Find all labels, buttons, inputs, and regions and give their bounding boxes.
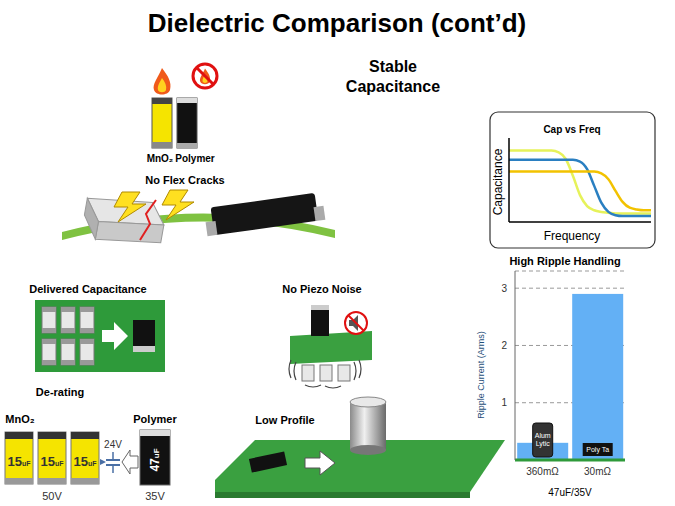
svg-text:15uF: 15uF <box>8 454 31 469</box>
svg-text:24V: 24V <box>104 439 122 450</box>
svg-text:Poly Ta: Poly Ta <box>586 446 609 454</box>
svg-text:360mΩ: 360mΩ <box>526 466 559 477</box>
svg-text:Polymer: Polymer <box>133 413 177 425</box>
svg-text:Polymer: Polymer <box>175 153 215 164</box>
svg-text:MnO₂: MnO₂ <box>147 153 174 164</box>
svg-text:30mΩ: 30mΩ <box>584 466 611 477</box>
svg-text:15uF: 15uF <box>40 454 64 469</box>
svg-text:MnO₂: MnO₂ <box>8 413 35 425</box>
svg-text:50V: 50V <box>42 490 62 502</box>
svg-text:Delivered Capacitance: Delivered Capacitance <box>29 283 146 295</box>
svg-text:No Flex Cracks: No Flex Cracks <box>145 174 224 186</box>
svg-text:2: 2 <box>501 340 507 351</box>
svg-text:De-rating: De-rating <box>36 386 84 398</box>
svg-text:15uF: 15uF <box>73 454 97 469</box>
svg-text:47uF/35V: 47uF/35V <box>548 487 592 498</box>
svg-text:1: 1 <box>501 397 507 408</box>
svg-text:High Ripple Handling: High Ripple Handling <box>509 255 620 267</box>
svg-text:35V: 35V <box>145 490 165 502</box>
svg-text:Cap vs Freq: Cap vs Freq <box>543 124 600 135</box>
svg-text:Dielectric Comparison (cont’d): Dielectric Comparison (cont’d) <box>148 8 527 38</box>
svg-text:Capacitance: Capacitance <box>491 148 505 215</box>
svg-text:47uF: 47uF <box>148 448 162 471</box>
svg-text:StableCapacitance: StableCapacitance <box>346 58 440 95</box>
svg-text:No Piezo Noise: No Piezo Noise <box>282 283 361 295</box>
svg-text:Ripple Current (Arms): Ripple Current (Arms) <box>476 331 486 419</box>
svg-text:AlumLytic: AlumLytic <box>535 432 551 448</box>
svg-text:Frequency: Frequency <box>544 229 601 243</box>
svg-text:3: 3 <box>501 283 507 294</box>
svg-text:Low Profile: Low Profile <box>255 414 314 426</box>
